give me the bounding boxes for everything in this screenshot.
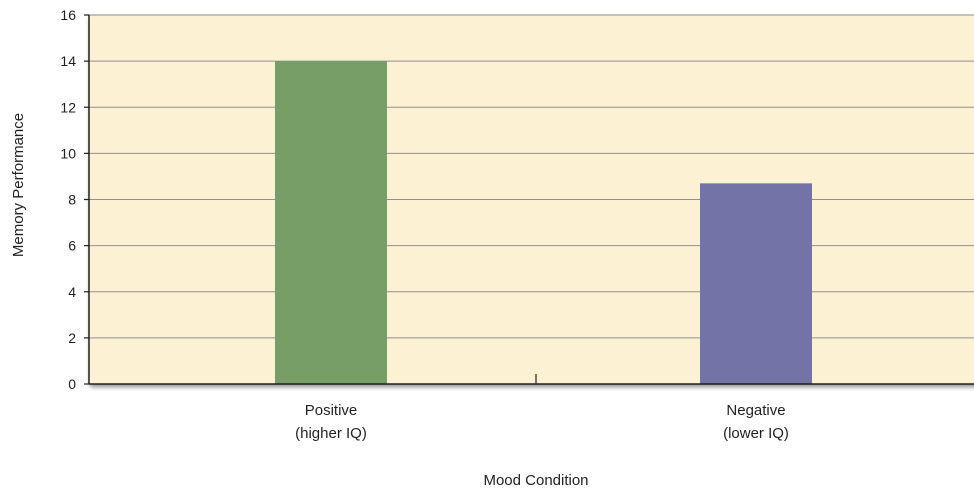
x-category-label: Negative [726,402,785,419]
gridlines [89,14,974,339]
x-category-label: Positive [305,402,358,419]
bar [700,183,812,384]
y-tick-label: 12 [60,99,76,115]
x-axis-title: Mood Condition [483,472,588,489]
y-tick-label: 4 [68,284,76,300]
y-axis-title: Memory Performance [10,113,27,257]
y-tick-label: 10 [60,145,76,161]
axes [84,14,974,385]
y-tick-label: 16 [60,7,76,23]
x-category-labels: Positive (higher IQ) Negative (lower IQ) [295,402,789,442]
bars [275,61,812,384]
y-tick-label: 2 [68,330,76,346]
bar [275,61,387,384]
x-category-sublabel: (lower IQ) [723,425,789,442]
y-tick-labels: 0 2 4 6 8 10 12 14 16 [60,7,76,392]
y-tick-label: 6 [68,238,76,254]
x-category-sublabel: (higher IQ) [295,425,367,442]
y-tick-label: 14 [60,53,76,69]
y-tick-label: 0 [68,376,76,392]
y-tick-label: 8 [68,192,76,208]
